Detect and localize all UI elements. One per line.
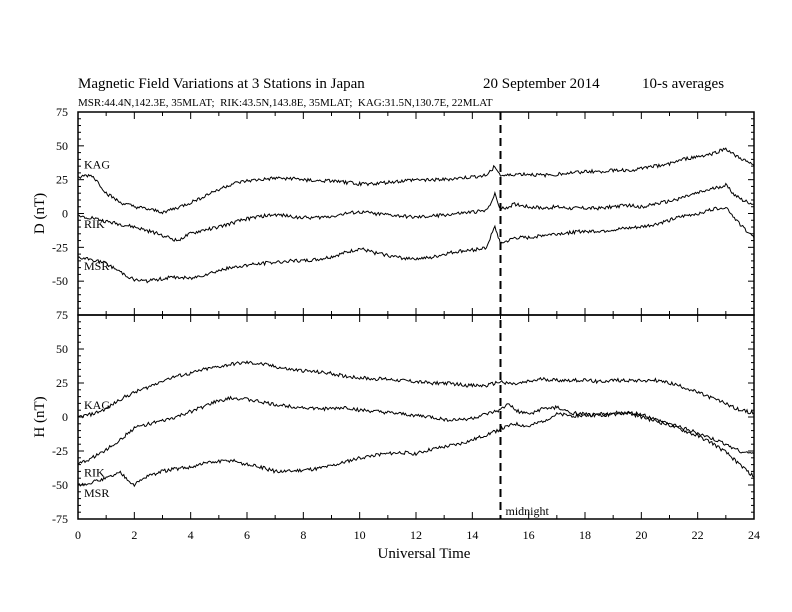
x-axis-label: Universal Time [378,546,471,562]
y-tick-label-H: 75 [56,308,68,322]
x-tick-label: 0 [75,528,81,542]
x-tick-label: 8 [300,528,306,542]
trace-H-MSR [77,410,755,488]
panel-frame-H [77,314,755,520]
x-tick-label: 6 [244,528,250,542]
y-tick-label-H: 25 [56,376,68,390]
y-tick-label-D: -50 [52,274,68,288]
x-tick-label: 2 [131,528,137,542]
x-tick-label: 10 [354,528,366,542]
station-label-H-MSR: MSR [84,486,109,500]
y-tick-label-H: 0 [62,410,68,424]
station-label-D-RIK: RIK [84,217,105,231]
trace-D-RIK [77,182,755,242]
trace-H-RIK [77,395,755,465]
station-coordinates: MSR:44.4N,142.3E, 35MLAT; RIK:43.5N,143.… [78,97,493,109]
y-tick-label-H: -50 [52,478,68,492]
y-tick-label-H: -75 [52,512,68,526]
station-label-D-MSR: MSR [84,259,109,273]
x-tick-label: 4 [188,528,194,542]
x-tick-label: 18 [579,528,591,542]
station-label-H-KAG: KAG [84,398,110,412]
x-tick-label: 14 [466,528,478,542]
station-label-D-KAG: KAG [84,157,110,171]
x-tick-label: 24 [748,528,760,542]
x-tick-label: 22 [692,528,704,542]
figure-date: 20 September 2014 [483,76,600,92]
y-tick-label-H: -25 [52,444,68,458]
x-tick-label: 20 [635,528,647,542]
y-axis-label-H: H (nT) [32,396,48,437]
y-tick-label-D: 50 [56,139,68,153]
y-tick-label-D: 0 [62,207,68,221]
panel-frame-D [77,111,755,316]
y-axis-label-D: D (nT) [32,193,48,234]
station-label-H-RIK: RIK [84,466,105,480]
y-tick-label-D: -25 [52,240,68,254]
y-tick-label-H: 50 [56,342,68,356]
trace-D-KAG [77,147,755,215]
x-tick-label: 16 [523,528,535,542]
plot-panels: 75 50 25 0 -25 -50 D (nT) KAG RIK MSR 75 50 25 0 -25 -5… [32,105,760,542]
trace-D-MSR [77,206,755,284]
y-tick-label-D: 25 [56,173,68,187]
figure-averaging: 10-s averages [642,76,724,92]
figure-title: Magnetic Field Variations at 3 Stations … [78,76,365,92]
trace-H-KAG [77,360,755,419]
x-tick-label: 12 [410,528,422,542]
midnight-label: midnight [506,504,550,518]
y-tick-label-D: 75 [56,105,68,119]
